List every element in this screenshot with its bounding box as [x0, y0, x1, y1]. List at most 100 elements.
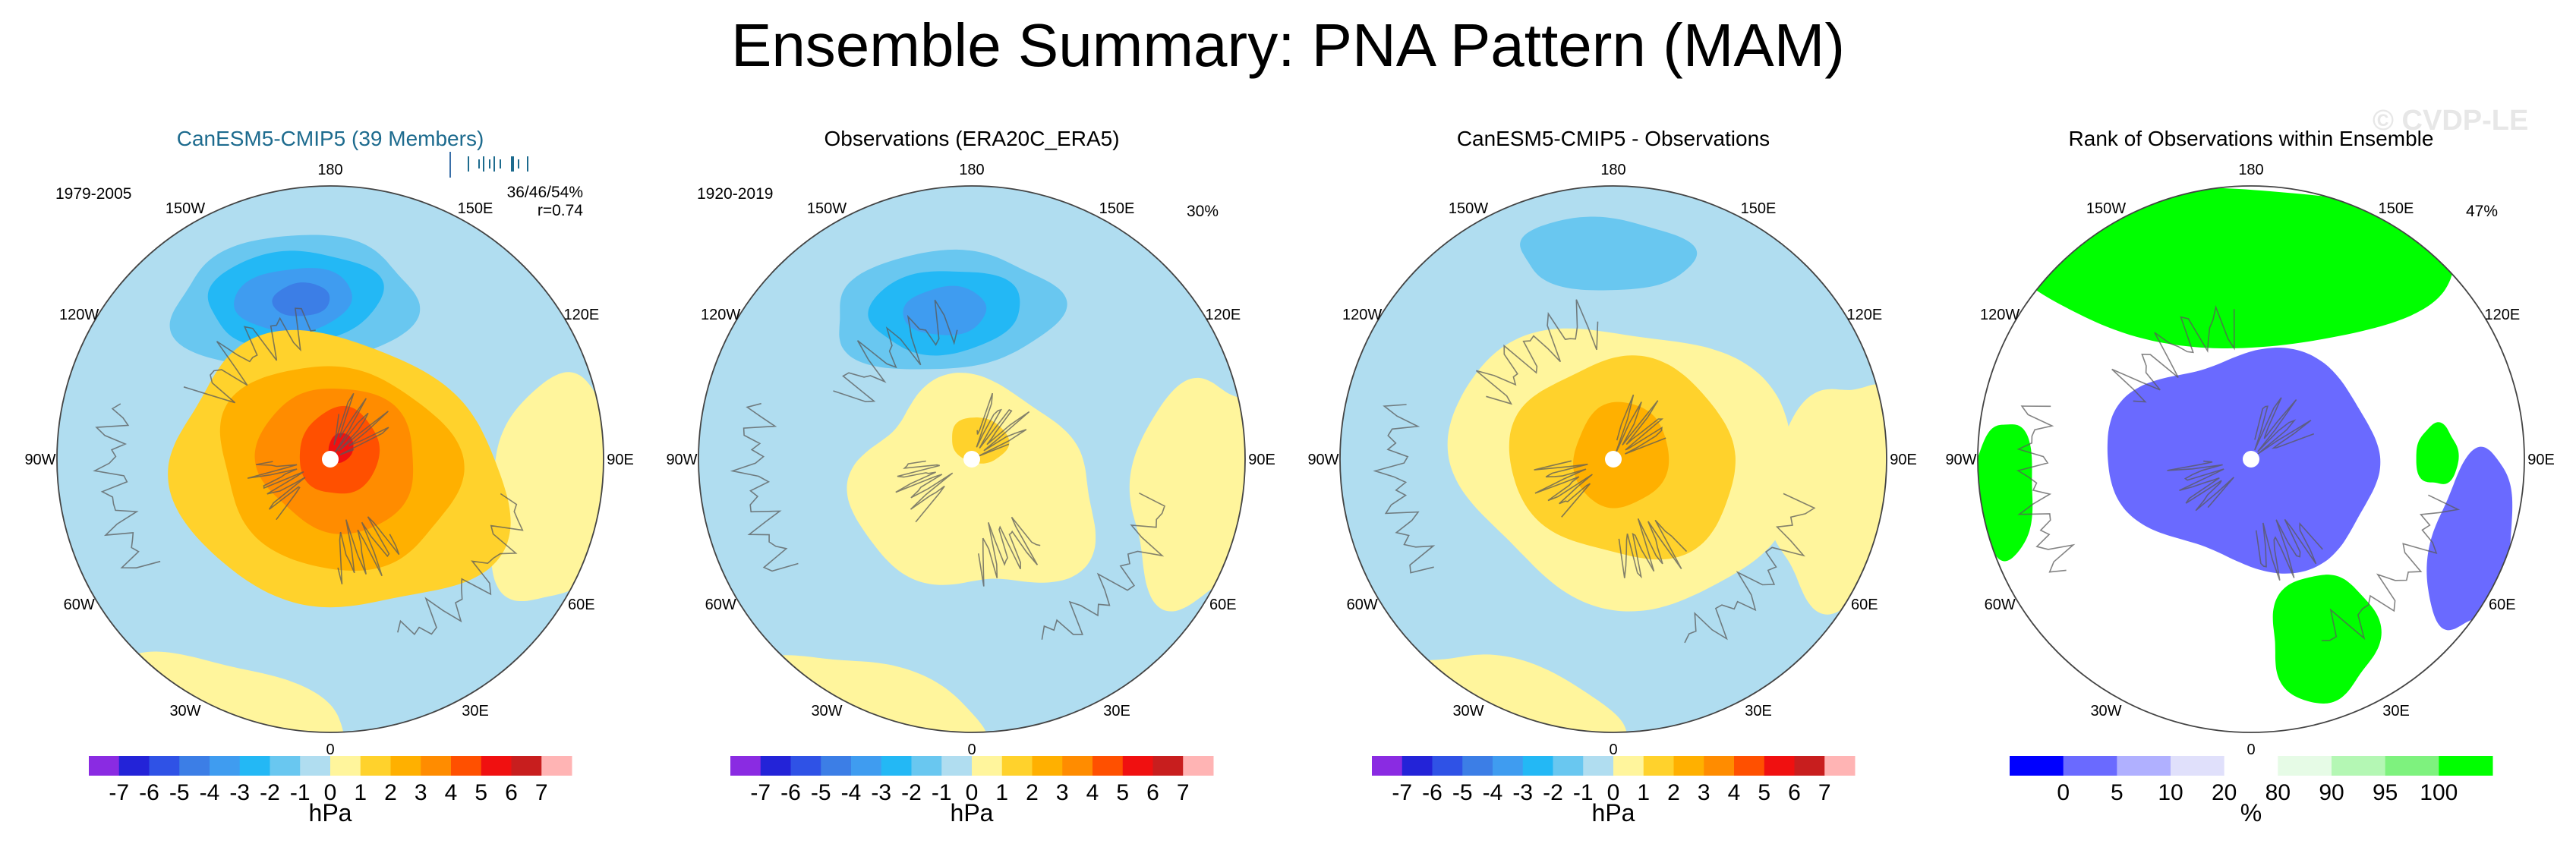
colorbar-tick: 3: [1698, 780, 1711, 805]
colorbar: -7 -6 -5 -4 -3 -2 -1 0 1 2 3 4 5 6 7 hPa: [1372, 756, 1856, 827]
colorbar-swatch: [511, 756, 542, 776]
colorbar-swatch: [1001, 756, 1033, 776]
colorbar-tick: 5: [475, 780, 487, 805]
panel-title: Rank of Observations within Ensemble: [2069, 127, 2434, 150]
map-area: [57, 186, 604, 732]
pattern-region: [272, 282, 330, 316]
map-area: [1978, 186, 2524, 732]
coastline: [1373, 299, 1816, 644]
map-border: [56, 185, 604, 733]
longitude-label: 150W: [807, 200, 847, 217]
colorbar-tick: 5: [1116, 780, 1129, 805]
colorbar-tick: 1: [995, 780, 1008, 805]
colorbar-swatch: [1122, 756, 1153, 776]
colorbar-swatch: [941, 756, 973, 776]
colorbar-swatch: [1152, 756, 1184, 776]
colorbar-tick: 3: [1056, 780, 1069, 805]
colorbar-swatch: [89, 756, 120, 776]
colorbar-unit: hPa: [951, 799, 994, 827]
longitude-label: 120W: [1980, 307, 2019, 323]
longitude-label: 90W: [1945, 452, 1976, 468]
period-label: 1920-2019: [697, 185, 773, 203]
colorbar-swatch: [1794, 756, 1825, 776]
pattern-region: [2272, 575, 2382, 704]
colorbar-tick: 7: [535, 780, 548, 805]
colorbar-swatch: [1062, 756, 1093, 776]
figure-title: Ensemble Summary: PNA Pattern (MAM): [730, 11, 1846, 79]
map-border: [1339, 185, 1887, 733]
colorbar-tick: -4: [841, 780, 862, 805]
colorbar-tick: 7: [1818, 780, 1831, 805]
longitude-label: 180: [317, 162, 342, 178]
colorbar-tick: 6: [505, 780, 518, 805]
pattern-region: [2426, 446, 2513, 631]
longitude-label: 150W: [2086, 200, 2126, 217]
watermark: © CVDP-LE: [2373, 105, 2529, 137]
colorbar-unit: hPa: [1592, 799, 1635, 827]
colorbar-swatch: [790, 756, 821, 776]
colorbar-tick: 0: [2057, 780, 2070, 805]
colorbar-swatch: [2171, 756, 2225, 776]
longitude-label: 120W: [1342, 307, 1382, 323]
colorbar-swatch: [1734, 756, 1765, 776]
colorbar-swatch: [360, 756, 391, 776]
colorbar-tick: 0: [966, 780, 979, 805]
colorbar: -7 -6 -5 -4 -3 -2 -1 0 1 2 3 4 5 6 7 hPa: [89, 756, 572, 827]
longitude-label: 60W: [1985, 597, 2016, 613]
colorbar-tick: 3: [415, 780, 427, 805]
colorbar-tick: -7: [109, 780, 129, 805]
colorbar-swatch: [481, 756, 512, 776]
stats-label: 36/46/54%: [507, 184, 583, 201]
longitude-label: 120E: [563, 307, 599, 323]
colorbar-tick: 10: [2158, 780, 2183, 805]
colorbar-swatch: [1183, 756, 1214, 776]
colorbar-swatch: [1493, 756, 1524, 776]
colorbar-swatch: [1643, 756, 1674, 776]
colorbar-tick: -6: [1422, 780, 1442, 805]
map-panel-3: CanESM5-CMIP5 - Observations 180 150E 120E 9…: [1307, 127, 1916, 827]
colorbar-swatch: [300, 756, 331, 776]
colorbar-swatch: [179, 756, 210, 776]
colorbar-swatch: [1402, 756, 1433, 776]
map-area: [698, 186, 1245, 732]
colorbar-swatch: [421, 756, 452, 776]
period-label: 1979-2005: [55, 185, 131, 203]
colorbar-tick: -5: [169, 780, 190, 805]
colorbar-tick: -3: [229, 780, 250, 805]
colorbar-swatch: [2332, 756, 2386, 776]
longitude-label: 30E: [1103, 703, 1130, 719]
longitude-label: 30W: [2090, 703, 2121, 719]
longitude-label: 0: [967, 742, 976, 758]
colorbar-swatch: [2224, 756, 2278, 776]
correlation-label: r=0.74: [538, 202, 583, 219]
colorbar-swatch: [1583, 756, 1614, 776]
longitude-label: 60E: [1851, 597, 1878, 613]
colorbar-swatch: [881, 756, 912, 776]
north-pole-marker: [322, 451, 339, 468]
colorbar-tick: 90: [2319, 780, 2344, 805]
percent-label: 30%: [1187, 203, 1219, 220]
colorbar-swatch: [821, 756, 852, 776]
longitude-label: 30E: [2382, 703, 2410, 719]
colorbar-swatch: [149, 756, 180, 776]
coastline: [2016, 304, 2461, 641]
coastline: [93, 307, 524, 636]
longitude-label: 30W: [1452, 703, 1483, 719]
colorbar-tick: 2: [1026, 780, 1039, 805]
longitude-label: 30W: [169, 703, 200, 719]
longitude-label: 30E: [462, 703, 489, 719]
longitude-label: 90E: [607, 452, 634, 468]
panel-title: CanESM5-CMIP5 - Observations: [1457, 127, 1770, 150]
colorbar-tick: -1: [1573, 780, 1594, 805]
longitude-label: 30E: [1745, 703, 1772, 719]
colorbar-tick: -2: [260, 780, 280, 805]
panel-title: Observations (ERA20C_ERA5): [824, 127, 1119, 150]
longitude-label: 150E: [1741, 200, 1777, 217]
colorbar-tick: 5: [2111, 780, 2124, 805]
longitude-label: 180: [2238, 162, 2263, 178]
colorbar-tick: -6: [780, 780, 801, 805]
longitude-label: 150W: [1449, 200, 1488, 217]
longitude-label: 0: [2247, 742, 2255, 758]
colorbar-tick: 5: [1758, 780, 1770, 805]
